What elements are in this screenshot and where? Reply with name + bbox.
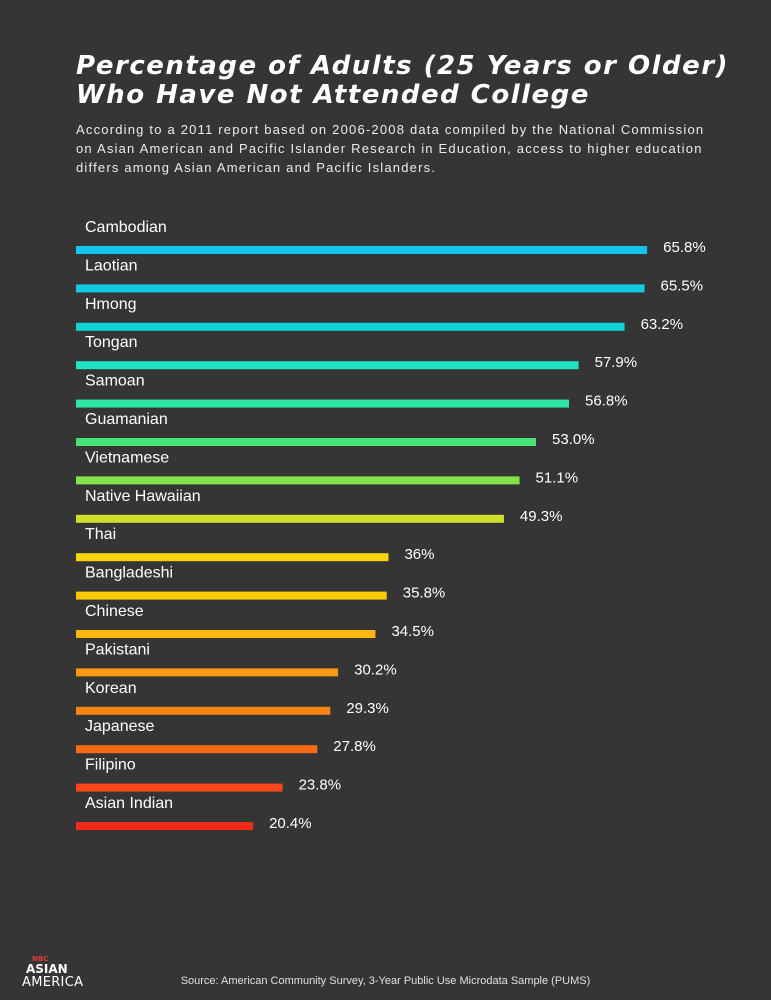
value-label: 30.2% [354, 661, 397, 678]
bar-row: Japanese 27.8% [76, 718, 376, 755]
category-label: Laotian [85, 257, 138, 274]
bar-row: Tongan 57.9% [76, 334, 637, 371]
bar-row: Pakistani 30.2% [76, 641, 397, 678]
bar-row: Guamanian 53.0% [76, 411, 595, 448]
category-label: Japanese [85, 718, 154, 735]
category-label: Guamanian [85, 411, 168, 428]
value-label: 34.5% [391, 623, 434, 640]
category-label: Filipino [85, 757, 136, 774]
bar-row: Chinese 34.5% [76, 603, 434, 640]
bar [76, 361, 579, 370]
bar [76, 591, 387, 600]
value-label: 20.4% [269, 815, 312, 832]
value-label: 49.3% [520, 508, 563, 525]
bar [76, 399, 570, 408]
category-label: Native Hawaiian [85, 488, 201, 505]
category-label: Tongan [85, 334, 138, 351]
category-label: Korean [85, 680, 137, 697]
bar-chart: Cambodian65.8%Laotian65.5%Hmong63.2%Tong… [76, 219, 706, 832]
logo-asian-text: ASIAN [26, 962, 68, 976]
bar [76, 668, 339, 677]
value-label: 63.2% [641, 316, 684, 333]
bar [76, 246, 648, 254]
value-label: 27.8% [333, 738, 376, 755]
category-label: Hmong [85, 296, 137, 313]
bar [76, 783, 283, 792]
value-label: 53.0% [552, 431, 595, 448]
value-label: 56.8% [585, 393, 628, 410]
category-label: Samoan [85, 373, 145, 390]
category-label: Thai [85, 526, 116, 543]
value-label: 29.3% [346, 700, 389, 717]
category-label: Cambodian [85, 219, 167, 236]
bar [76, 476, 520, 485]
bar-row: Korean 29.3% [76, 680, 389, 717]
bar [76, 284, 645, 293]
bar-row: Asian Indian 20.4% [76, 795, 312, 832]
logo-nbc-text: NBC [32, 955, 49, 963]
bar [76, 553, 389, 562]
value-label: 35.8% [403, 585, 446, 602]
bar-row: Native Hawaiian 49.3% [76, 488, 562, 525]
category-label: Vietnamese [85, 449, 169, 466]
nbc-asian-america-logo: NBC ASIAN AMERICA [22, 955, 92, 989]
logo-america-text: AMERICA [22, 975, 84, 990]
bar [76, 630, 376, 638]
bar-row: Filipino 23.8% [76, 757, 341, 794]
bar-row: Samoan 56.8% [76, 373, 628, 410]
chart-subtitle: According to a 2011 report based on 2006… [76, 122, 705, 175]
bar [76, 514, 504, 523]
bar-row: Vietnamese 51.1% [76, 449, 578, 486]
value-label: 57.9% [595, 354, 638, 371]
category-label: Pakistani [85, 641, 150, 658]
bar [76, 438, 537, 446]
bar [76, 706, 331, 715]
bar-row: Laotian 65.5% [76, 257, 703, 294]
value-label: 51.1% [536, 469, 579, 486]
bar-row: Bangladeshi 35.8% [76, 565, 445, 602]
category-label: Bangladeshi [85, 565, 173, 582]
category-label: Chinese [85, 603, 144, 620]
bar-row: Thai 36% [76, 526, 435, 563]
bar-row: Hmong 63.2% [76, 296, 683, 333]
value-label: 65.5% [661, 277, 704, 294]
category-label: Asian Indian [85, 795, 173, 812]
chart-title: Percentage of Adults (25 Years or Older)… [76, 51, 729, 110]
bar [76, 745, 318, 754]
bar [76, 322, 625, 331]
bar-row: Cambodian 65.8% [76, 219, 706, 256]
value-label: 36% [404, 546, 434, 563]
value-label: 65.8% [663, 239, 706, 256]
value-label: 23.8% [299, 777, 342, 794]
bar [76, 822, 254, 830]
source-note: Source: American Community Survey, 3-Yea… [180, 975, 591, 987]
